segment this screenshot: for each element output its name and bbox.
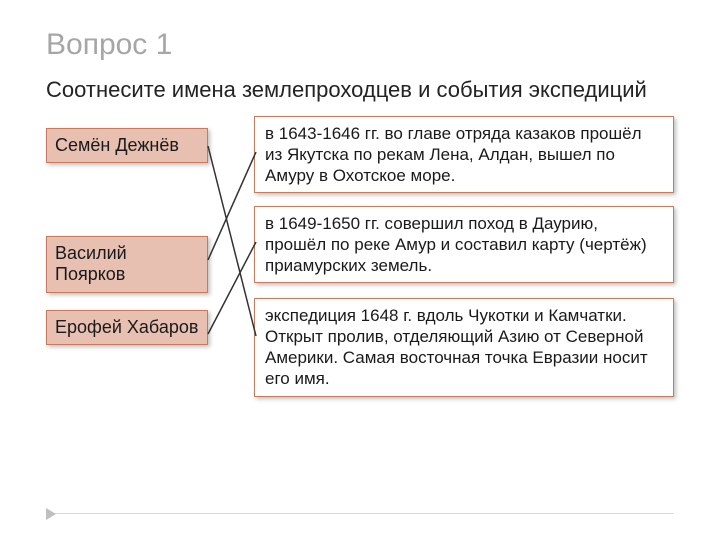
event-box-3[interactable]: экспедиция 1648 г. вдоль Чукотки и Камча… xyxy=(254,298,674,397)
slide-arrow-icon xyxy=(46,508,56,520)
instruction-text: Соотнесите имена землепроходцев и событи… xyxy=(46,76,674,104)
event-box-1[interactable]: в 1643-1646 гг. во главе отряда казаков … xyxy=(254,116,674,194)
slide: Вопрос 1 Соотнесите имена землепроходцев… xyxy=(0,0,720,540)
slide-title: Вопрос 1 xyxy=(46,28,674,62)
name-box-khabarov[interactable]: Ерофей Хабаров xyxy=(46,310,208,346)
matching-area: Семён Дежнёв Василий Поярков Ерофей Хаба… xyxy=(46,116,674,476)
connection-line xyxy=(208,152,256,260)
rule-bottom xyxy=(46,513,674,514)
connection-line xyxy=(208,242,256,334)
connection-line xyxy=(208,146,256,336)
name-box-poyarkov[interactable]: Василий Поярков xyxy=(46,236,208,293)
event-box-2[interactable]: в 1649-1650 гг. совершил поход в Даурию,… xyxy=(254,206,674,284)
name-box-dezhnev[interactable]: Семён Дежнёв xyxy=(46,128,208,164)
